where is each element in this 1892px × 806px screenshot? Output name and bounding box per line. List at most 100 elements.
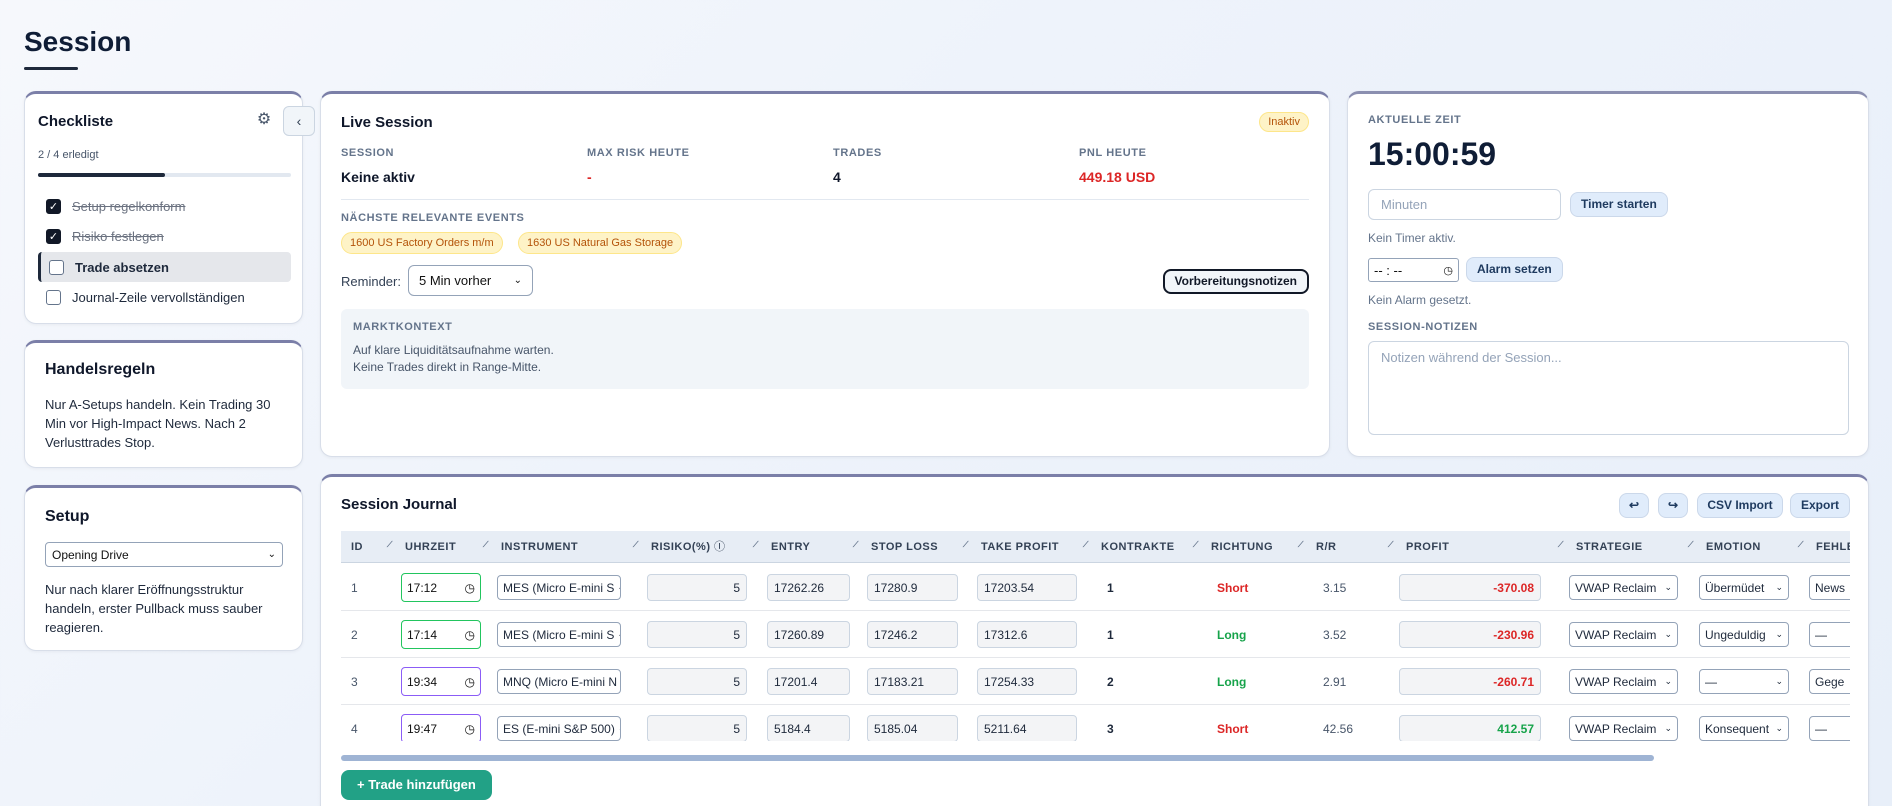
resize-handle[interactable]: ⟋ (852, 540, 859, 549)
checkbox[interactable] (46, 289, 61, 305)
profit-field[interactable]: -260.71 (1399, 668, 1541, 695)
column-header[interactable]: FEHLE (1806, 531, 1850, 563)
page-title: Session (24, 26, 132, 57)
resize-handle[interactable]: ⟋ (1192, 540, 1199, 549)
column-header[interactable]: UHRZEIT ⟋ (395, 531, 491, 563)
column-header[interactable]: ENTRY ⟋ (761, 531, 861, 563)
table-cell: VWAP Reclaim ⌄ (1569, 564, 1678, 611)
setup-select[interactable]: Opening Drive ⌄ (45, 542, 283, 567)
take-profit-input[interactable]: 17254.33 (977, 668, 1077, 695)
profit-field[interactable]: -230.96 (1399, 621, 1541, 648)
instrument-select[interactable]: ES (E-mini S&P 500)⌄ (497, 716, 621, 741)
stop-loss-input[interactable]: 17280.9 (867, 574, 958, 601)
prep-notes-button[interactable]: Vorbereitungsnotizen (1162, 269, 1309, 294)
resize-handle[interactable]: ⟋ (1687, 540, 1694, 549)
session-notes-textarea[interactable]: Notizen während der Session... (1368, 341, 1849, 435)
stop-loss-input[interactable]: 17246.2 (867, 621, 958, 648)
strategy-select[interactable]: VWAP Reclaim ⌄ (1569, 669, 1678, 694)
error-select[interactable]: Gege (1809, 669, 1850, 694)
resize-handle[interactable]: ⟋ (962, 540, 969, 549)
column-header[interactable]: STOP LOSS ⟋ (861, 531, 971, 563)
resize-handle[interactable]: ⟋ (752, 540, 759, 549)
time-input[interactable]: 19:47 ◷ (401, 714, 481, 741)
column-header[interactable]: TAKE PROFIT ⟋ (971, 531, 1091, 563)
time-input[interactable]: 17:12 ◷ (401, 573, 481, 602)
time-input[interactable]: 17:14 ◷ (401, 620, 481, 649)
export-button[interactable]: Export (1790, 493, 1850, 518)
column-header[interactable]: PROFIT ⟋ (1396, 531, 1566, 563)
profit-field[interactable]: -370.08 (1399, 574, 1541, 601)
undo-button[interactable]: ↩ (1619, 493, 1649, 518)
error-select[interactable]: — (1809, 622, 1850, 647)
alarm-set-button[interactable]: Alarm setzen (1466, 257, 1563, 282)
resize-handle[interactable]: ⟋ (1082, 540, 1089, 549)
take-profit-value: 17312.6 (984, 627, 1028, 642)
checkbox[interactable]: ✓ (46, 228, 61, 244)
checkbox[interactable] (49, 259, 64, 275)
strategy-select[interactable]: VWAP Reclaim ⌄ (1569, 716, 1678, 741)
alarm-time-input[interactable]: -- : -- ◷ (1368, 258, 1459, 282)
risk-input[interactable]: 5 (647, 668, 747, 695)
entry-input[interactable]: 17262.26 (767, 574, 850, 601)
risk-input[interactable]: 5 (647, 574, 747, 601)
stop-loss-input[interactable]: 17183.21 (867, 668, 958, 695)
risk-input[interactable]: 5 (647, 621, 747, 648)
column-header[interactable]: R/R ⟋ (1306, 531, 1396, 563)
column-header[interactable]: RISIKO(%) ⓘ ⟋ (641, 531, 761, 563)
resize-handle[interactable]: ⟋ (1297, 540, 1304, 549)
checklist-item[interactable]: ✓ Risiko festlegen (38, 221, 291, 251)
take-profit-input[interactable]: 5211.64 (977, 715, 1077, 741)
column-header[interactable]: KONTRAKTE ⟋ (1091, 531, 1201, 563)
column-header[interactable]: ID ⟋ (341, 531, 395, 563)
csv-import-button[interactable]: CSV Import (1697, 493, 1783, 518)
instrument-select[interactable]: MES (Micro E-mini S⌄ (497, 622, 621, 647)
horizontal-scrollbar[interactable] (341, 755, 1654, 761)
add-trade-button[interactable]: + Trade hinzufügen (341, 770, 492, 800)
entry-input[interactable]: 17260.89 (767, 621, 850, 648)
stop-loss-input[interactable]: 5185.04 (867, 715, 958, 741)
resize-handle[interactable]: ⟋ (632, 540, 639, 549)
redo-button[interactable]: ↪ (1658, 493, 1688, 518)
resize-handle[interactable]: ⟋ (482, 540, 489, 549)
resize-handle[interactable]: ⟋ (1557, 540, 1564, 549)
checklist-item[interactable]: Trade absetzen (38, 252, 291, 282)
emotion-select[interactable]: Konsequent ⌄ (1699, 716, 1789, 741)
column-header[interactable]: STRATEGIE ⟋ (1566, 531, 1696, 563)
emotion-select[interactable]: Übermüdet ⌄ (1699, 575, 1789, 600)
profit-field[interactable]: 412.57 (1399, 715, 1541, 741)
table-cell: 17:14 ◷ (401, 611, 481, 658)
table-cell: 17260.89 (767, 611, 850, 658)
reminder-select[interactable]: 5 Min vorher ⌄ (408, 265, 533, 296)
checkbox[interactable]: ✓ (46, 198, 61, 214)
checklist-item[interactable]: Journal-Zeile vervollständigen (38, 282, 291, 312)
column-header[interactable]: RICHTUNG ⟋ (1201, 531, 1306, 563)
strategy-select[interactable]: VWAP Reclaim ⌄ (1569, 622, 1678, 647)
resize-handle[interactable]: ⟋ (386, 540, 393, 549)
column-header[interactable]: INSTRUMENT ⟋ (491, 531, 641, 563)
collapse-button[interactable]: ‹ (283, 106, 315, 136)
table-cell: VWAP Reclaim ⌄ (1569, 658, 1678, 705)
emotion-select[interactable]: Ungeduldig ⌄ (1699, 622, 1789, 647)
error-select[interactable]: — (1809, 716, 1850, 741)
minutes-input[interactable]: Minuten (1368, 189, 1561, 220)
instrument-select[interactable]: MNQ (Micro E-mini N⌄ (497, 669, 621, 694)
take-profit-input[interactable]: 17312.6 (977, 621, 1077, 648)
strategy-select[interactable]: VWAP Reclaim ⌄ (1569, 575, 1678, 600)
time-input[interactable]: 19:34 ◷ (401, 667, 481, 696)
resize-handle[interactable]: ⟋ (1387, 540, 1394, 549)
info-icon[interactable]: ⓘ (710, 541, 726, 553)
entry-input[interactable]: 5184.4 (767, 715, 850, 741)
instrument-select[interactable]: MES (Micro E-mini S⌄ (497, 575, 621, 600)
column-header[interactable]: EMOTION ⟋ (1696, 531, 1806, 563)
gear-icon[interactable]: ⚙ (256, 111, 272, 128)
risk-input[interactable]: 5 (647, 715, 747, 741)
profit-value: -260.71 (1493, 674, 1534, 689)
entry-input[interactable]: 17201.4 (767, 668, 850, 695)
alarm-status: Kein Alarm gesetzt. (1368, 293, 1472, 307)
error-select[interactable]: News (1809, 575, 1850, 600)
resize-handle[interactable]: ⟋ (1797, 540, 1804, 549)
emotion-select[interactable]: — ⌄ (1699, 669, 1789, 694)
take-profit-input[interactable]: 17203.54 (977, 574, 1077, 601)
timer-start-button[interactable]: Timer starten (1570, 192, 1668, 217)
checklist-item[interactable]: ✓ Setup regelkonform (38, 191, 291, 221)
